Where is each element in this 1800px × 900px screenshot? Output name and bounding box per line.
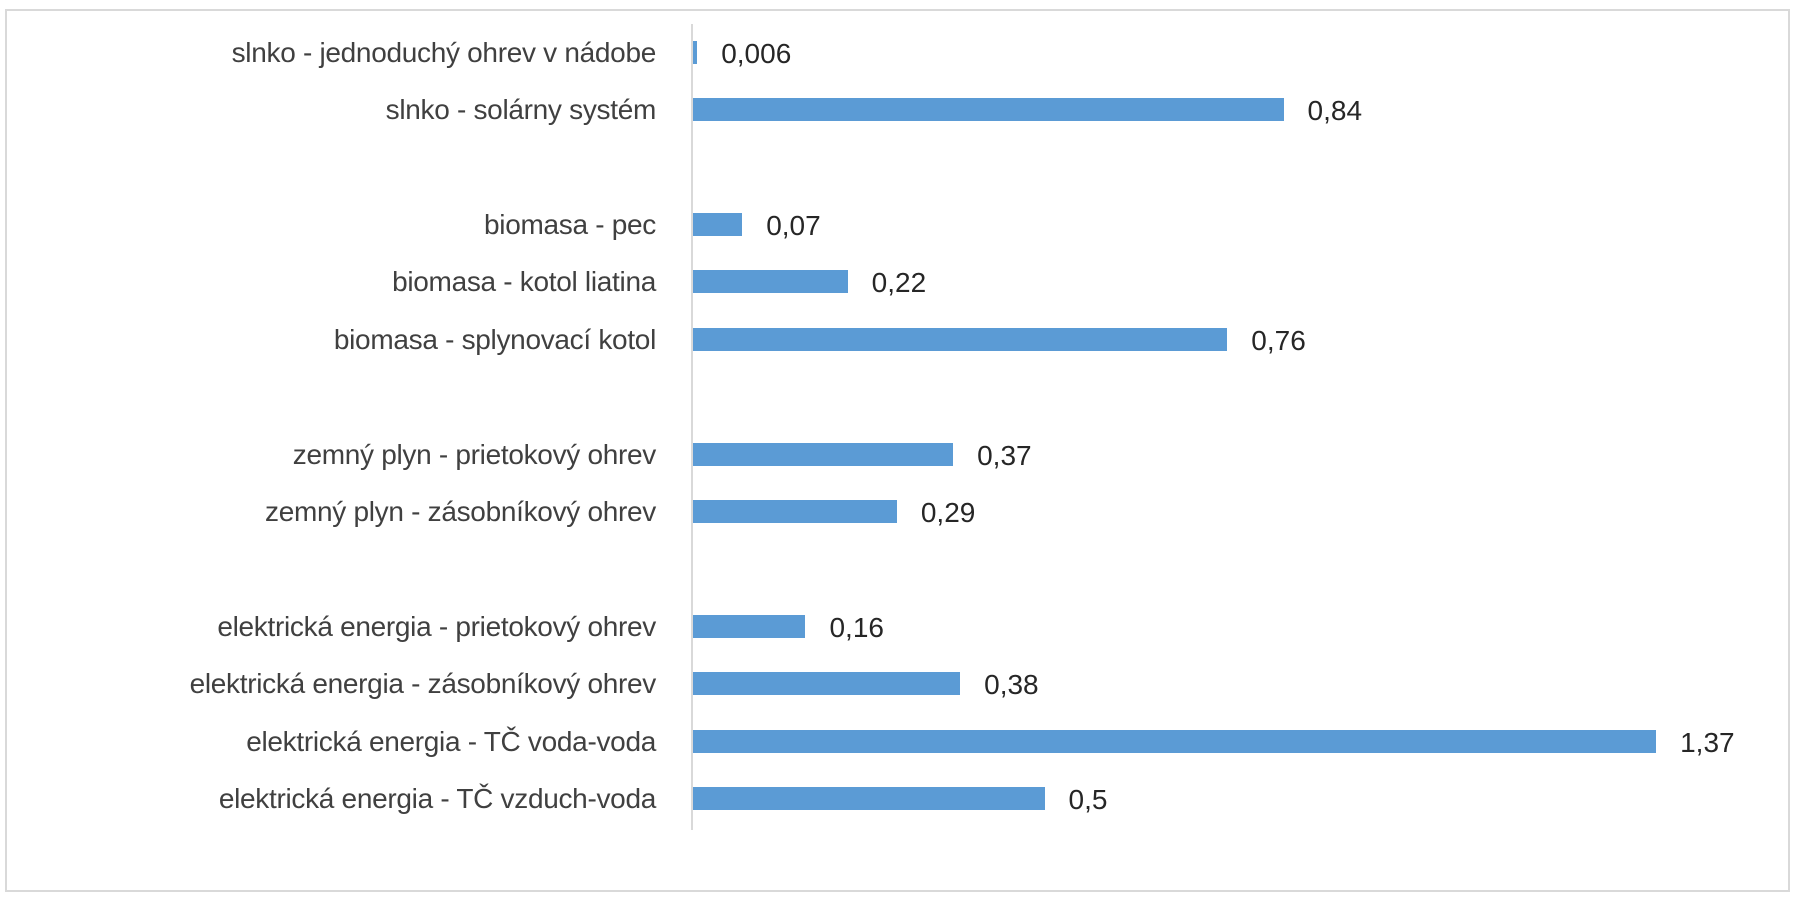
data-label: 0,29 — [920, 497, 976, 528]
data-label: 1,37 — [1680, 727, 1735, 758]
bar-row: biomasa - pec 0,07 — [0, 205, 1800, 245]
category-label: biomasa - kotol liatina — [392, 266, 656, 297]
bar — [693, 328, 1228, 351]
data-label: 0,37 — [977, 440, 1032, 471]
bar-row: elektrická energia - zásobníkový ohrev 0,… — [0, 664, 1800, 704]
bar — [693, 615, 806, 638]
bar — [693, 730, 1657, 753]
data-label: 0,07 — [766, 210, 821, 241]
bar — [693, 98, 1284, 121]
bar-row: zemný plyn - zásobníkový ohrev 0,29 — [0, 492, 1800, 532]
bar — [693, 270, 848, 293]
category-label: slnko - solárny systém — [385, 94, 657, 125]
category-label: biomasa - splynovací kotol — [333, 324, 656, 355]
data-label: 0,38 — [984, 669, 1039, 700]
bar-row: slnko - solárny systém 0,84 — [0, 90, 1800, 130]
data-label: 0,5 — [1068, 784, 1108, 815]
bar-row: elektrická energia - prietokový ohrev 0,1… — [0, 607, 1800, 647]
category-label: elektrická energia - TČ vzduch-voda — [218, 783, 656, 814]
bar — [693, 41, 698, 64]
bar-row: zemný plyn - prietokový ohrev 0,37 — [0, 435, 1800, 475]
bar-row: slnko - jednoduchý ohrev v nádobe 0,006 — [0, 33, 1800, 73]
data-label: 0,22 — [871, 267, 927, 298]
category-label: slnko - jednoduchý ohrev v nádobe — [231, 37, 657, 68]
category-label: zemný plyn - zásobníkový ohrev — [265, 496, 656, 527]
bar — [693, 500, 897, 523]
category-label: elektrická energia - zásobníkový ohrev — [189, 668, 657, 699]
bar-row: elektrická energia - TČ voda-voda 1,37 — [0, 722, 1800, 762]
category-label: biomasa - pec — [484, 209, 656, 240]
category-label: zemný plyn - prietokový ohrev — [292, 439, 657, 470]
data-label: 0,84 — [1307, 95, 1363, 126]
data-label: 0,76 — [1251, 325, 1306, 356]
data-label: 0,16 — [829, 612, 884, 643]
bar-row: elektrická energia - TČ vzduch-voda 0,5 — [0, 779, 1800, 819]
bar — [693, 443, 954, 466]
bar — [693, 213, 743, 236]
category-label: elektrická energia - prietokový ohrev — [217, 611, 656, 642]
bar — [693, 672, 961, 695]
bar-row: biomasa - kotol liatina 0,22 — [0, 262, 1800, 302]
category-axis-line — [691, 24, 693, 830]
bar-row: biomasa - splynovací kotol 0,76 — [0, 320, 1800, 360]
category-label: elektrická energia - TČ voda-voda — [246, 726, 656, 757]
data-label: 0,006 — [721, 38, 792, 69]
bar — [693, 787, 1045, 810]
